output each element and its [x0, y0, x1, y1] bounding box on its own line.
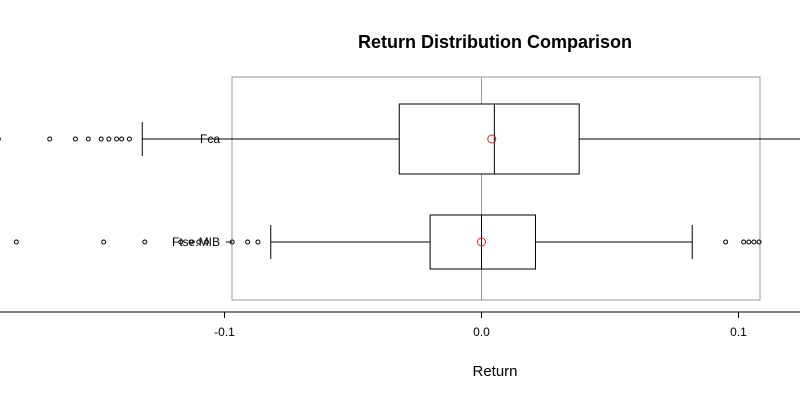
- outlier-point: [188, 239, 194, 245]
- outlier-point: [204, 239, 210, 245]
- outlier-point: [723, 239, 729, 245]
- outlier-point: [85, 136, 91, 142]
- outlier-point: [98, 136, 104, 142]
- iqr-box: [429, 214, 536, 270]
- outlier-point: [47, 136, 53, 142]
- outlier-point: [126, 136, 132, 142]
- x-tick-label: 0.1: [730, 325, 747, 339]
- outlier-point: [13, 239, 19, 245]
- iqr-box: [398, 103, 580, 175]
- outlier-point: [142, 239, 148, 245]
- x-tick-label: 0.0: [473, 325, 490, 339]
- outlier-point: [72, 136, 78, 142]
- outlier-point: [751, 239, 757, 245]
- plot-frame: [231, 76, 761, 301]
- mean-marker: [477, 237, 486, 247]
- outlier-point: [106, 136, 112, 142]
- outlier-point: [178, 239, 184, 245]
- outlier-point: [196, 239, 202, 245]
- outlier-point: [741, 239, 747, 245]
- outlier-point: [229, 239, 235, 245]
- outlier-point: [245, 239, 251, 245]
- outlier-point: [119, 136, 125, 142]
- chart-title: Return Distribution Comparison: [358, 32, 632, 52]
- outlier-point: [114, 136, 120, 142]
- x-tick-label: -0.1: [214, 325, 235, 339]
- outlier-point: [756, 239, 762, 245]
- x-axis-label: Return: [472, 363, 517, 380]
- outlier-point: [101, 239, 107, 245]
- mean-marker: [487, 134, 497, 144]
- outlier-point: [746, 239, 752, 245]
- outlier-point: [255, 239, 261, 245]
- y-tick-label: Ftse.MIB: [172, 235, 220, 249]
